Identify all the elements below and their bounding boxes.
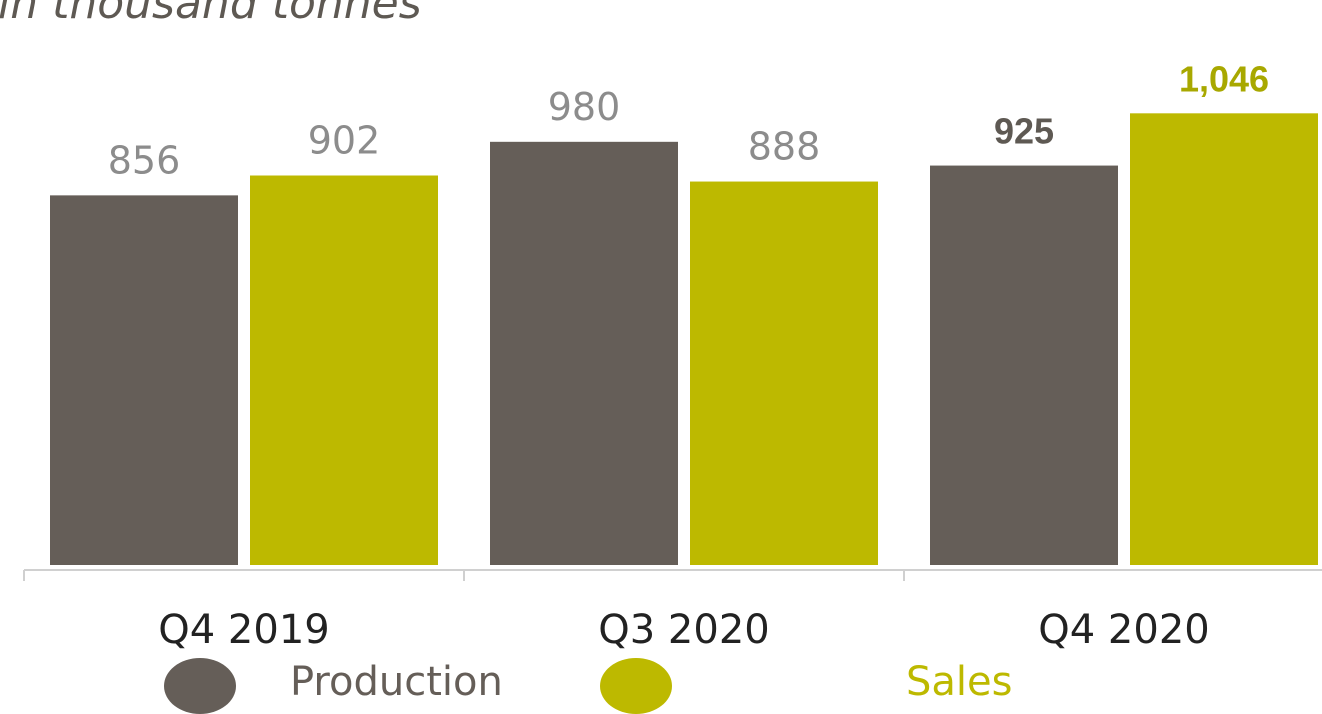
production-dot-icon [164, 658, 236, 714]
sales-dot-icon [600, 658, 672, 714]
bar-production-q4-2019 [50, 195, 238, 565]
category-label: Q4 2020 [1038, 607, 1209, 653]
legend-label-sales: Sales [906, 659, 1013, 705]
data-label-sales: 1,046 [1179, 58, 1269, 99]
bar-sales-q3-2020 [690, 181, 878, 565]
bar-production-q3-2020 [490, 141, 678, 565]
data-label-sales: 888 [748, 125, 821, 169]
bar-sales-q4-2019 [250, 175, 438, 565]
chart-subtitle: in thousand tonnes [0, 0, 422, 29]
data-label-production: 925 [994, 111, 1054, 152]
legend-label-production: Production [290, 659, 503, 705]
data-label-sales: 902 [308, 119, 381, 163]
bar-production-q4-2020 [930, 165, 1118, 565]
bar-sales-q4-2020 [1130, 113, 1318, 566]
data-label-production: 856 [108, 138, 181, 182]
category-label: Q4 2019 [158, 607, 329, 653]
data-label-production: 980 [548, 85, 621, 129]
category-label: Q3 2020 [598, 607, 769, 653]
